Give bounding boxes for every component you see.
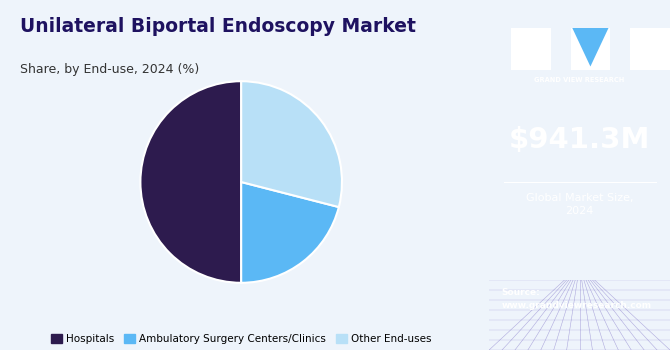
Text: Global Market Size,
2024: Global Market Size, 2024 — [526, 193, 633, 216]
Text: Unilateral Biportal Endoscopy Market: Unilateral Biportal Endoscopy Market — [19, 18, 415, 36]
Text: Source:
www.grandviewresearch.com: Source: www.grandviewresearch.com — [502, 288, 652, 310]
Wedge shape — [241, 182, 339, 283]
FancyBboxPatch shape — [511, 28, 551, 70]
Wedge shape — [141, 81, 241, 283]
Legend: Hospitals, Ambulatory Surgery Centers/Clinics, Other End-uses: Hospitals, Ambulatory Surgery Centers/Cl… — [47, 330, 436, 348]
Polygon shape — [572, 28, 608, 66]
Wedge shape — [241, 81, 342, 207]
FancyBboxPatch shape — [630, 28, 670, 70]
FancyBboxPatch shape — [571, 28, 610, 70]
Text: Share, by End-use, 2024 (%): Share, by End-use, 2024 (%) — [19, 63, 199, 76]
Text: GRAND VIEW RESEARCH: GRAND VIEW RESEARCH — [535, 77, 624, 83]
Text: $941.3M: $941.3M — [509, 126, 651, 154]
